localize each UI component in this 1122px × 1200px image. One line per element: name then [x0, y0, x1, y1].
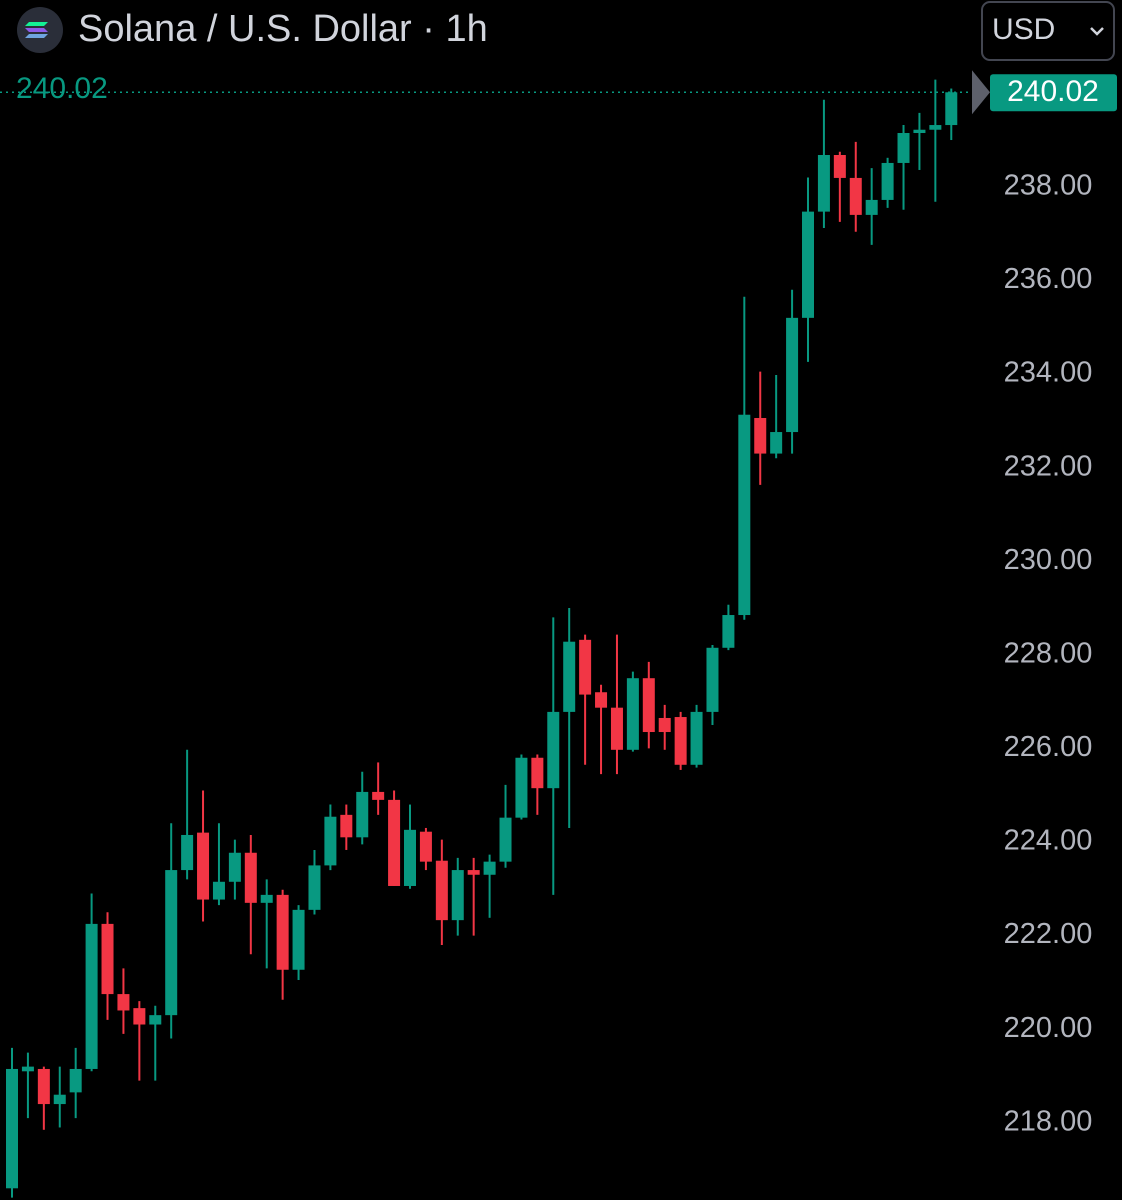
candle-body — [833, 155, 846, 178]
last-price-label: 240.02 — [1007, 75, 1099, 108]
last-price-left-label: 240.02 — [16, 72, 108, 105]
symbol-title: Solana / U.S. Dollar · 1h — [78, 8, 488, 50]
candle-body — [69, 1068, 82, 1093]
symbol-icon — [17, 7, 63, 53]
candle-body — [197, 832, 210, 900]
candle-body — [388, 799, 401, 886]
candle-body — [165, 870, 178, 1016]
candle-body — [483, 861, 496, 875]
candle-body — [674, 717, 687, 765]
candle-body — [706, 647, 719, 712]
candle-body — [435, 860, 448, 921]
candle-body — [929, 125, 942, 130]
candle-body — [244, 852, 257, 903]
y-tick-label: 232.00 — [1004, 450, 1093, 482]
candle-body — [817, 155, 830, 212]
candle-body — [690, 711, 703, 765]
candle-body — [547, 711, 560, 789]
last-price-box — [990, 74, 1117, 112]
candle-body — [451, 870, 464, 921]
candle-body — [945, 92, 958, 126]
candle-body — [404, 829, 416, 886]
candle-body — [324, 816, 337, 866]
candle-body — [658, 717, 671, 733]
candle-body — [626, 678, 639, 750]
candle-body — [849, 177, 862, 215]
candle-body — [372, 791, 385, 800]
y-tick-label: 228.00 — [1004, 637, 1093, 669]
y-tick-label: 224.00 — [1004, 825, 1093, 857]
plot: 218.00 220.00 222.00 224.00 226.00 228.00 230.… — [0, 70, 1117, 1198]
currency-select[interactable]: USD — [981, 1, 1115, 61]
candle-body — [21, 1066, 34, 1072]
candle-body — [754, 418, 767, 454]
candle-body — [786, 317, 799, 433]
candle-body — [467, 870, 480, 875]
candle-body — [212, 881, 225, 900]
candle-body — [722, 615, 735, 648]
candle-body — [913, 129, 926, 134]
candle-body — [499, 817, 512, 862]
icon-stripe — [25, 28, 48, 32]
candle-body — [85, 923, 98, 1069]
candle-body — [228, 852, 241, 882]
candle-body — [356, 791, 369, 838]
candle-body — [738, 414, 751, 616]
candle-body — [419, 831, 432, 862]
candle-body — [340, 814, 353, 838]
y-tick-label: 222.00 — [1004, 918, 1093, 950]
icon-stripe — [25, 34, 48, 38]
y-tick-label: 230.00 — [1004, 544, 1093, 576]
candle-body — [117, 994, 130, 1011]
candle-body — [101, 923, 114, 995]
chevron[interactable] — [1090, 27, 1104, 36]
candle-body — [181, 834, 194, 871]
icon-stripe — [25, 22, 48, 26]
candle-body — [865, 199, 878, 215]
y-tick-label: 238.00 — [1004, 169, 1093, 201]
candle-body — [802, 211, 814, 318]
candle-body — [897, 133, 910, 163]
candle-body — [133, 1008, 146, 1025]
y-tick-label: 220.00 — [1004, 1012, 1093, 1044]
candle-body — [515, 757, 528, 818]
candle-body — [308, 865, 321, 910]
candle-body — [292, 909, 305, 970]
currency-label[interactable]: USD — [992, 13, 1055, 46]
y-tick-label: 236.00 — [1004, 263, 1093, 295]
candle-body — [276, 894, 289, 970]
candle-body — [6, 1068, 18, 1189]
y-tick-label: 218.00 — [1004, 1105, 1093, 1137]
candle-body — [610, 707, 623, 750]
candle-body — [531, 757, 544, 789]
candle-body — [149, 1015, 162, 1025]
currency-box[interactable] — [981, 1, 1115, 61]
y-tick-label: 234.00 — [1004, 357, 1093, 389]
candle-body — [563, 641, 576, 712]
y-tick-label: 226.00 — [1004, 731, 1093, 763]
candle-body — [260, 894, 273, 903]
candle-body — [642, 678, 655, 733]
candle-body — [595, 692, 608, 708]
last-price-arrow — [972, 70, 990, 115]
candle-body — [53, 1094, 66, 1105]
candle-body — [579, 639, 592, 695]
candle-body — [881, 162, 894, 200]
candle-body — [37, 1068, 50, 1105]
candle-body — [770, 432, 783, 454]
